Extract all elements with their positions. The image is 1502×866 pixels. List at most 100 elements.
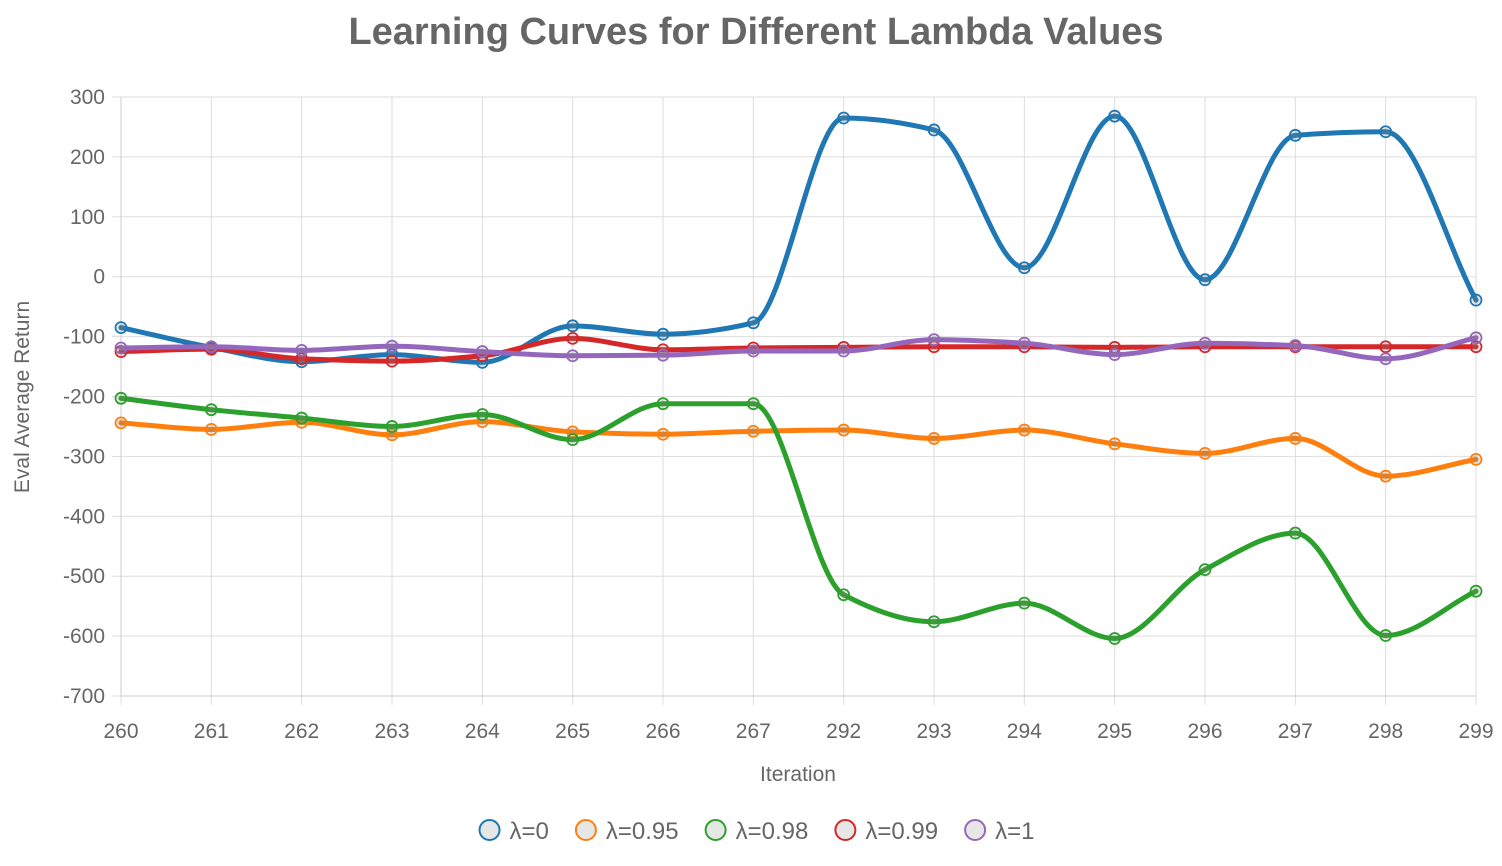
data-point[interactable] bbox=[385, 354, 399, 368]
data-point[interactable] bbox=[1017, 336, 1031, 350]
data-point[interactable] bbox=[1469, 293, 1483, 307]
data-point[interactable] bbox=[114, 341, 128, 355]
x-tick-label: 296 bbox=[1187, 720, 1222, 743]
data-point[interactable] bbox=[1017, 261, 1031, 275]
data-point[interactable] bbox=[746, 316, 760, 330]
data-point[interactable] bbox=[1108, 109, 1122, 123]
data-point-fill bbox=[1472, 587, 1480, 596]
data-point[interactable] bbox=[927, 333, 941, 346]
data-point[interactable] bbox=[837, 588, 851, 602]
data-point-fill bbox=[1020, 599, 1029, 608]
data-point[interactable] bbox=[656, 427, 670, 441]
data-point-fill bbox=[930, 434, 938, 443]
data-point[interactable] bbox=[204, 423, 218, 436]
data-point[interactable] bbox=[837, 111, 851, 125]
data-point[interactable] bbox=[656, 327, 670, 341]
data-point[interactable] bbox=[1469, 452, 1483, 466]
data-point[interactable] bbox=[1469, 584, 1483, 598]
legend-item[interactable]: λ=0 bbox=[478, 818, 549, 845]
legend-marker-icon bbox=[478, 819, 501, 841]
data-point[interactable] bbox=[1108, 348, 1122, 361]
data-point[interactable] bbox=[1379, 125, 1393, 139]
data-point[interactable] bbox=[385, 428, 399, 442]
data-point-fill bbox=[207, 425, 216, 434]
data-point-fill bbox=[659, 399, 667, 408]
legend-label: λ=1 bbox=[995, 818, 1034, 845]
data-point[interactable] bbox=[927, 123, 941, 137]
data-point[interactable] bbox=[566, 349, 580, 363]
data-point-fill bbox=[659, 330, 667, 339]
data-point-fill bbox=[207, 405, 216, 414]
data-point[interactable] bbox=[566, 319, 580, 333]
data-point[interactable] bbox=[1379, 352, 1393, 366]
data-point-fill bbox=[117, 394, 125, 403]
x-tick-label: 266 bbox=[645, 720, 680, 743]
data-point[interactable] bbox=[1379, 629, 1393, 642]
data-point-fill bbox=[1381, 354, 1390, 363]
legend-label: λ=0 bbox=[510, 818, 549, 845]
data-point-fill bbox=[117, 343, 125, 352]
data-point[interactable] bbox=[295, 352, 309, 366]
data-point[interactable] bbox=[1469, 331, 1483, 345]
data-point[interactable] bbox=[1288, 339, 1302, 352]
data-point-fill bbox=[568, 321, 577, 330]
data-point[interactable] bbox=[837, 423, 851, 437]
data-point-fill bbox=[1381, 127, 1390, 136]
data-point[interactable] bbox=[927, 615, 941, 629]
data-point[interactable] bbox=[656, 397, 670, 411]
data-point-fill bbox=[930, 617, 938, 626]
data-point[interactable] bbox=[1288, 432, 1302, 445]
data-point-fill bbox=[1381, 472, 1390, 481]
data-point[interactable] bbox=[385, 339, 399, 353]
data-point[interactable] bbox=[656, 348, 670, 362]
data-point[interactable] bbox=[837, 344, 851, 358]
data-point[interactable] bbox=[114, 321, 128, 335]
data-point[interactable] bbox=[385, 420, 399, 433]
data-point[interactable] bbox=[746, 397, 760, 411]
data-point[interactable] bbox=[204, 403, 218, 417]
x-tick-label: 264 bbox=[465, 720, 500, 743]
x-tick-label: 262 bbox=[284, 720, 319, 743]
data-point[interactable] bbox=[1198, 447, 1212, 460]
data-point[interactable] bbox=[1108, 632, 1122, 645]
data-point[interactable] bbox=[1198, 273, 1212, 287]
x-tick-label: 297 bbox=[1278, 720, 1313, 743]
data-point[interactable] bbox=[1198, 336, 1212, 350]
data-point[interactable] bbox=[927, 432, 941, 445]
data-point[interactable] bbox=[1379, 340, 1393, 354]
data-point[interactable] bbox=[566, 331, 580, 345]
data-point[interactable] bbox=[114, 416, 128, 430]
data-point[interactable] bbox=[1108, 437, 1122, 451]
data-point[interactable] bbox=[746, 344, 760, 358]
legend-item[interactable]: λ=0.99 bbox=[834, 818, 938, 845]
legend-item[interactable]: λ=0.98 bbox=[704, 818, 809, 845]
y-axis-title: Eval Average Return bbox=[11, 301, 34, 493]
y-tick-label: 300 bbox=[70, 86, 105, 109]
data-point-fill bbox=[749, 318, 758, 327]
data-point[interactable] bbox=[295, 343, 309, 357]
legend-label: λ=0.99 bbox=[865, 818, 938, 845]
data-point-fill bbox=[1201, 275, 1209, 284]
data-point[interactable] bbox=[1288, 526, 1302, 540]
data-point[interactable] bbox=[475, 408, 489, 421]
data-point[interactable] bbox=[475, 345, 489, 358]
data-point[interactable] bbox=[1288, 128, 1302, 142]
data-point[interactable] bbox=[204, 340, 218, 354]
legend-marker-icon bbox=[574, 819, 597, 841]
data-point-fill bbox=[478, 347, 487, 356]
data-point[interactable] bbox=[1017, 423, 1031, 437]
data-point-fill bbox=[1291, 341, 1300, 350]
legend-item[interactable]: λ=0.95 bbox=[574, 818, 679, 845]
data-point-fill bbox=[388, 357, 396, 366]
data-point[interactable] bbox=[566, 433, 580, 447]
y-tick-label: -700 bbox=[63, 685, 105, 708]
x-tick-label: 267 bbox=[736, 720, 771, 743]
data-point[interactable] bbox=[746, 424, 760, 438]
legend-item[interactable]: λ=1 bbox=[964, 818, 1034, 845]
data-point[interactable] bbox=[295, 411, 309, 425]
data-point[interactable] bbox=[114, 391, 128, 405]
data-point[interactable] bbox=[1017, 596, 1031, 610]
data-point[interactable] bbox=[1198, 563, 1212, 577]
data-point[interactable] bbox=[1469, 340, 1483, 354]
data-point[interactable] bbox=[1379, 469, 1393, 483]
